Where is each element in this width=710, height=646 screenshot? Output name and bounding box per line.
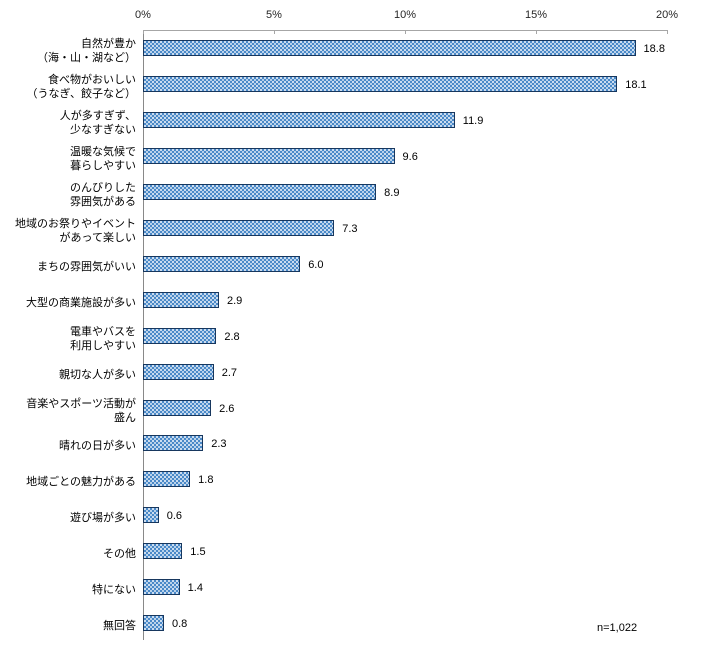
category-label-line: 晴れの日が多い	[59, 440, 136, 453]
category-label-line: 地域のお祭りやイベント	[15, 217, 136, 230]
category-label: 音楽やスポーツ活動が 盛ん	[0, 397, 136, 425]
value-label: 9.6	[402, 150, 418, 163]
category-label: 自然が豊か （海・山・湖など）	[0, 37, 136, 65]
category-label-line: 大型の商業施設が多い	[26, 296, 136, 309]
bar	[143, 327, 217, 344]
x-axis-tick-label: 15%	[524, 9, 548, 21]
bar	[143, 363, 214, 380]
bar	[143, 40, 636, 56]
value-label: 1.8	[198, 474, 214, 487]
value-label: 2.8	[224, 330, 240, 343]
value-label: 1.5	[190, 546, 206, 559]
category-label-line: まちの雰囲気がいい	[37, 260, 136, 273]
value-label: 2.3	[211, 438, 227, 451]
value-label: 11.9	[462, 114, 484, 127]
bar	[143, 435, 204, 452]
category-label-line: があって楽しい	[59, 231, 136, 244]
category-label: 無回答	[0, 619, 136, 633]
bar	[143, 543, 183, 560]
category-label: 地域ごとの魅力がある	[0, 475, 136, 489]
category-label-line: 自然が豊か	[81, 38, 136, 50]
x-axis-tick-label: 10%	[393, 9, 417, 21]
value-label: 0.8	[171, 618, 188, 631]
category-label: その他	[0, 547, 136, 561]
bar	[143, 399, 212, 416]
x-axis-tick-label: 0%	[135, 9, 151, 21]
value-label: 2.6	[219, 402, 235, 415]
bar	[143, 579, 180, 596]
bar	[143, 219, 335, 236]
category-label: のんびりした 雰囲気がある	[0, 181, 136, 209]
category-label-line: 雰囲気がある	[70, 195, 136, 208]
category-label-line: その他	[103, 548, 136, 561]
value-label: 18.1	[625, 78, 647, 91]
bar	[143, 183, 377, 200]
category-label: 電車やバスを 利用しやすい	[0, 325, 136, 353]
category-label-line: 盛ん	[114, 411, 136, 424]
value-label: 2.9	[226, 294, 243, 307]
sample-size-note: n=1,022	[597, 622, 638, 634]
category-label: 親切な人が多い	[0, 368, 136, 382]
category-label-line: 少なすぎない	[70, 123, 136, 136]
category-label: 地域のお祭りやイベント があって楽しい	[0, 217, 136, 245]
category-label: 特にない	[0, 583, 136, 597]
x-axis-tick	[274, 30, 275, 34]
category-label-line: 暮らしやすい	[70, 159, 136, 172]
category-label-line: のんびりした	[70, 181, 136, 194]
category-label-line: 利用しやすい	[70, 339, 136, 352]
category-label-line: 親切な人が多い	[59, 368, 136, 381]
category-label-line: 特にない	[92, 584, 136, 597]
category-label-line: 遊び場が多い	[70, 512, 136, 525]
bar	[143, 507, 159, 524]
category-label: 食べ物がおいしい （うなぎ、餃子など）	[0, 73, 136, 101]
category-label: 温暖な気候で 暮らしやすい	[0, 145, 136, 173]
category-label: まちの雰囲気がいい	[0, 260, 136, 274]
category-label-line: 人が多すぎず、	[59, 109, 136, 122]
category-label-line: 温暖な気候で	[70, 145, 136, 158]
value-label: 0.6	[166, 510, 183, 523]
value-label: 7.3	[342, 222, 358, 235]
bar	[143, 615, 164, 632]
category-label: 人が多すぎず、 少なすぎない	[0, 109, 136, 137]
value-label: 8.9	[384, 186, 400, 199]
category-label-line: （うなぎ、餃子など）	[26, 87, 136, 100]
category-label-line: 無回答	[103, 620, 136, 633]
category-label-line: 音楽やスポーツ活動が	[26, 397, 136, 410]
bar	[143, 75, 618, 92]
x-axis-tick-label: 5%	[266, 9, 282, 21]
value-label: 2.7	[221, 366, 238, 379]
x-axis-tick	[536, 30, 537, 34]
x-axis-tick	[667, 30, 668, 34]
bar	[143, 111, 455, 128]
bar	[143, 471, 191, 488]
category-label: 遊び場が多い	[0, 511, 136, 525]
bar	[143, 291, 219, 308]
value-label: 1.4	[187, 582, 203, 595]
category-label: 晴れの日が多い	[0, 439, 136, 453]
bar	[143, 255, 301, 272]
category-label-line: 地域ごとの魅力がある	[26, 476, 136, 489]
x-axis-tick	[405, 30, 406, 34]
category-label: 大型の商業施設が多い	[0, 296, 136, 310]
bar	[143, 147, 395, 164]
value-label: 18.8	[643, 43, 665, 55]
category-label-line: （海・山・湖など）	[37, 52, 136, 64]
x-axis-tick-label: 20%	[655, 9, 679, 21]
category-label-line: 電車やバスを	[70, 325, 136, 338]
category-label-line: 食べ物がおいしい	[48, 73, 136, 86]
x-axis-tick	[143, 30, 144, 34]
value-label: 6.0	[308, 258, 324, 271]
